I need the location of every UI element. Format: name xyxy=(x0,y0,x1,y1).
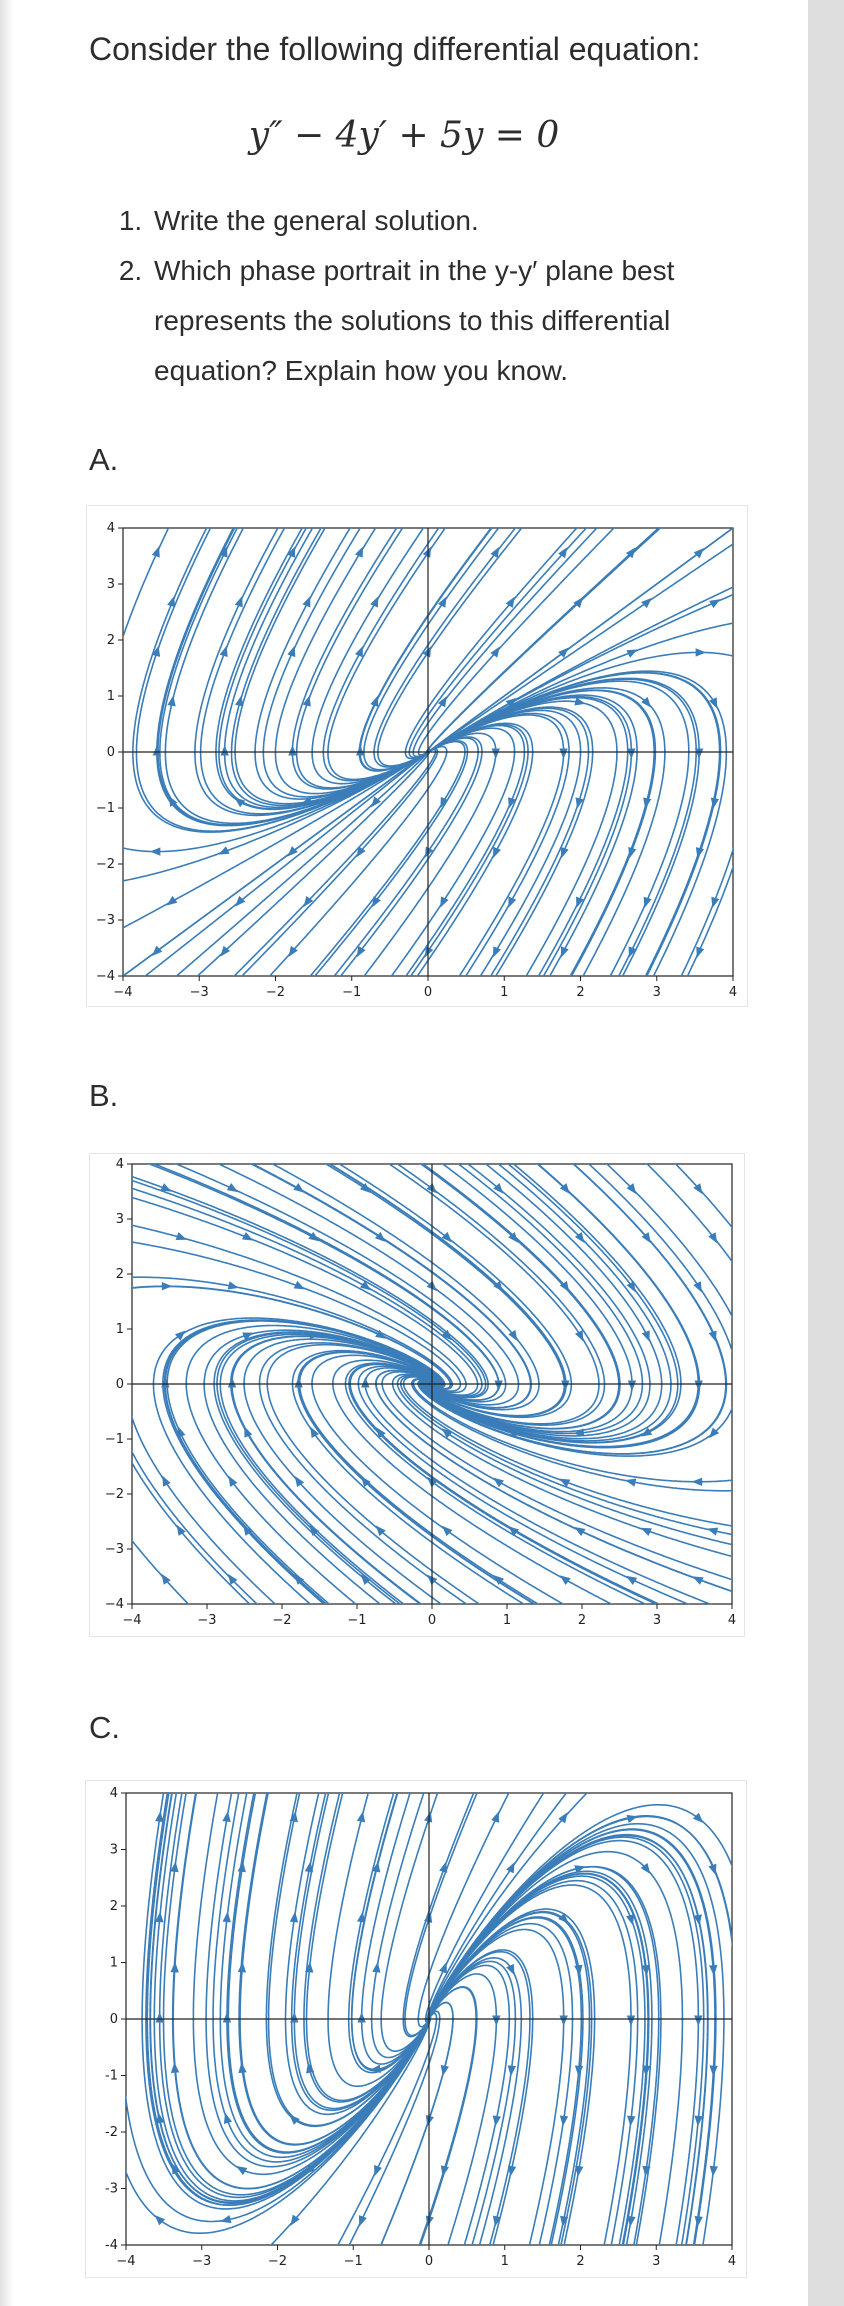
question-list: Write the general solution. Which phase … xyxy=(108,196,770,396)
y-tick-label: 4 xyxy=(107,521,115,536)
scrollbar-track[interactable] xyxy=(808,0,844,2306)
y-tick-label: −4 xyxy=(105,1597,124,1612)
x-tick-label: 1 xyxy=(503,1613,511,1628)
x-tick-label: 0 xyxy=(424,985,432,1000)
y-tick-label: 0 xyxy=(116,1377,124,1392)
y-tick-label: 1 xyxy=(116,1322,124,1337)
y-tick-label: -1 xyxy=(105,2069,118,2084)
y-tick-label: 3 xyxy=(107,577,115,592)
differential-equation: y″ − 4y′ + 5y = 0 xyxy=(0,110,808,162)
x-tick-label: 4 xyxy=(728,1613,736,1628)
option-label-b: B. xyxy=(89,1076,118,1116)
phase-portrait-b: −4 −3 −2 −1 0 1 2 3 4 4 3 2 1 0 −1 −2 −3 −4 xyxy=(89,1153,745,1637)
y-tick-label: −4 xyxy=(96,969,115,984)
x-tick-label: 2 xyxy=(576,985,584,1000)
x-tick-label: 3 xyxy=(653,985,661,1000)
x-tick-label: −3 xyxy=(197,1613,216,1628)
x-tick-label: −2 xyxy=(268,2254,287,2269)
y-tick-label: 3 xyxy=(110,1843,118,1858)
question-item: Which phase portrait in the y-y′ plane b… xyxy=(150,246,770,396)
x-tick-label: 2 xyxy=(578,1613,586,1628)
problem-intro: Consider the following differential equa… xyxy=(89,26,700,72)
x-tick-label: 0 xyxy=(425,2254,433,2269)
y-tick-label: 0 xyxy=(110,2012,118,2027)
y-tick-label: 1 xyxy=(110,1956,118,1971)
x-tick-label: −2 xyxy=(272,1613,291,1628)
y-tick-label: −1 xyxy=(96,801,115,816)
x-tick-label: 2 xyxy=(576,2254,584,2269)
x-tick-label: −1 xyxy=(342,985,361,1000)
y-tick-label: 2 xyxy=(110,1899,118,1914)
x-tick-label: 3 xyxy=(652,2254,660,2269)
phase-portrait-a-svg: −4 −3 −2 −1 0 1 2 3 4 4 3 2 1 0 −1 −2 −3 −4 xyxy=(87,506,747,1006)
y-tick-label: 4 xyxy=(116,1157,124,1172)
x-tick-label: −3 xyxy=(192,2254,211,2269)
y-tick-label: 1 xyxy=(107,689,115,704)
left-edge-shadow xyxy=(0,0,14,2306)
phase-portrait-c: −4 −3 −2 −1 0 1 2 3 4 4 3 2 1 0 -1 -2 -3 -4 xyxy=(85,1780,747,2278)
x-tick-label: 4 xyxy=(728,2254,736,2269)
y-tick-label: 2 xyxy=(116,1267,124,1282)
x-tick-label: −4 xyxy=(122,1613,141,1628)
x-tick-label: 1 xyxy=(500,985,508,1000)
x-tick-label: −1 xyxy=(344,2254,363,2269)
y-tick-label: 4 xyxy=(110,1786,118,1801)
x-tick-label: −3 xyxy=(190,985,209,1000)
y-tick-label: −3 xyxy=(96,913,115,928)
y-tick-label: −1 xyxy=(105,1432,124,1447)
y-tick-label: −2 xyxy=(96,857,115,872)
x-tick-label: −2 xyxy=(266,985,285,1000)
y-tick-label: −3 xyxy=(105,1542,124,1557)
y-tick-label: -2 xyxy=(105,2125,118,2140)
x-tick-label: −4 xyxy=(113,985,132,1000)
x-tick-label: −4 xyxy=(116,2254,135,2269)
y-tick-label: −2 xyxy=(105,1487,124,1502)
y-tick-label: 3 xyxy=(116,1212,124,1227)
x-tick-label: −1 xyxy=(347,1613,366,1628)
option-label-a: A. xyxy=(89,440,118,480)
y-tick-label: 2 xyxy=(107,633,115,648)
phase-portrait-c-svg: −4 −3 −2 −1 0 1 2 3 4 4 3 2 1 0 -1 -2 -3 -4 xyxy=(86,1781,746,2277)
question-item: Write the general solution. xyxy=(150,196,770,246)
phase-portrait-a: −4 −3 −2 −1 0 1 2 3 4 4 3 2 1 0 −1 −2 −3 −4 xyxy=(86,505,748,1007)
y-tick-label: 0 xyxy=(107,745,115,760)
option-label-c: C. xyxy=(89,1708,120,1748)
y-tick-label: -4 xyxy=(105,2238,118,2253)
phase-portrait-b-svg: −4 −3 −2 −1 0 1 2 3 4 4 3 2 1 0 −1 −2 −3 −4 xyxy=(90,1154,744,1636)
x-tick-label: 3 xyxy=(653,1613,661,1628)
x-tick-label: 4 xyxy=(729,985,737,1000)
x-tick-label: 0 xyxy=(428,1613,436,1628)
x-tick-label: 1 xyxy=(501,2254,509,2269)
y-tick-label: -3 xyxy=(105,2182,118,2197)
